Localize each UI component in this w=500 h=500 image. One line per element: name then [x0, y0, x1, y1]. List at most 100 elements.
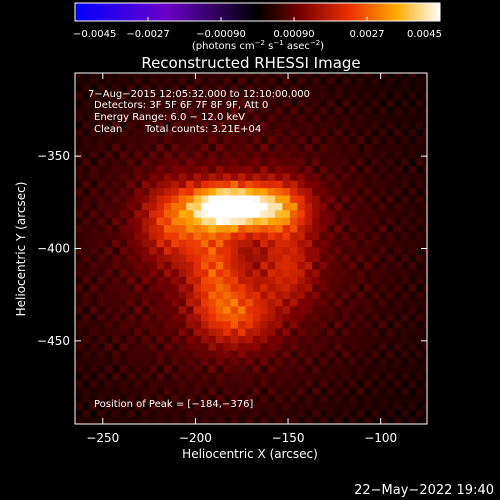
heatmap-cell [82, 246, 91, 255]
heatmap-cell [141, 357, 150, 366]
chart-title: Reconstructed RHESSI Image [141, 54, 360, 72]
heatmap-cell [415, 254, 424, 263]
heatmap-cell [223, 254, 232, 263]
heatmap-cell [371, 364, 380, 373]
heatmap-cell [275, 357, 284, 366]
heatmap-cell [104, 283, 113, 292]
heatmap-cell [289, 76, 298, 85]
heatmap-cell [252, 157, 261, 166]
y-axis-ticks: −350−400−450 [37, 149, 427, 348]
heatmap-cell [408, 113, 417, 122]
heatmap-cell [386, 364, 395, 373]
heatmap-cell [238, 394, 247, 403]
heatmap-cell [215, 76, 224, 85]
heatmap-cell [156, 224, 165, 233]
heatmap-cell [119, 268, 128, 277]
heatmap-cell [297, 357, 306, 366]
heatmap-cell [334, 305, 343, 314]
heatmap-cell [156, 342, 165, 351]
heatmap-cell [393, 224, 402, 233]
heatmap-cell [341, 73, 350, 78]
heatmap-cell [75, 121, 84, 130]
heatmap-cell [378, 276, 387, 285]
heatmap-cell [141, 320, 150, 329]
heatmap-cell [200, 350, 209, 359]
heatmap-cell [341, 357, 350, 366]
heatmap-cell [245, 150, 254, 159]
heatmap-cell [267, 254, 276, 263]
heatmap-cell [230, 298, 239, 307]
heatmap-cell [341, 372, 350, 381]
heatmap-cell [378, 320, 387, 329]
heatmap-cell [326, 357, 335, 366]
heatmap-cell [238, 224, 247, 233]
heatmap-cell [356, 76, 365, 85]
heatmap-cell [119, 135, 128, 144]
heatmap-cell [200, 305, 209, 314]
heatmap-cell [275, 387, 284, 396]
heatmap-cell [223, 224, 232, 233]
heatmap-cell [386, 150, 395, 159]
heatmap-cell [178, 157, 187, 166]
heatmap-cell [230, 143, 239, 152]
heatmap-cell [178, 73, 187, 78]
heatmap-cell [415, 409, 424, 418]
heatmap-cell [252, 98, 261, 107]
heatmap-cell [356, 327, 365, 336]
heatmap-cell [371, 224, 380, 233]
heatmap-cell [297, 335, 306, 344]
heatmap-cell [267, 401, 276, 410]
heatmap-cell [126, 84, 135, 93]
heatmap-cell [134, 194, 143, 203]
heatmap-cell [141, 254, 150, 263]
heatmap-cell [349, 394, 358, 403]
heatmap-cell [319, 409, 328, 418]
heatmap-cell [75, 298, 84, 307]
heatmap-cell [223, 128, 232, 137]
heatmap-cell [178, 409, 187, 418]
heatmap-cell [215, 409, 224, 418]
heatmap-cell [423, 106, 427, 115]
heatmap-cell [386, 135, 395, 144]
heatmap-cell [304, 224, 313, 233]
heatmap-cell [334, 357, 343, 366]
heatmap-cell [371, 194, 380, 203]
heatmap-cell [275, 261, 284, 270]
heatmap-cell [356, 224, 365, 233]
heatmap-cell [423, 313, 427, 322]
heatmap-cell [89, 313, 98, 322]
heatmap-cell [334, 290, 343, 299]
heatmap-cell [245, 128, 254, 137]
heatmap-cell [82, 327, 91, 336]
heatmap-cell [423, 254, 427, 263]
heatmap-cell [200, 335, 209, 344]
heatmap-cell [141, 128, 150, 137]
heatmap-cell [200, 106, 209, 115]
heatmap-cell [260, 350, 269, 359]
heatmap-cell [156, 364, 165, 373]
heatmap-cell [334, 394, 343, 403]
heatmap-cell [371, 379, 380, 388]
heatmap-cell [193, 276, 202, 285]
heatmap-cell [319, 364, 328, 373]
heatmap-cell [238, 150, 247, 159]
heatmap-cell [401, 357, 410, 366]
heatmap-cell [408, 379, 417, 388]
heatmap-cell [178, 254, 187, 263]
heatmap-cell [171, 372, 180, 381]
heatmap-cell [252, 335, 261, 344]
heatmap-cell [171, 217, 180, 226]
heatmap-cell [215, 254, 224, 263]
heatmap-cell [267, 98, 276, 107]
heatmap-cell [275, 298, 284, 307]
heatmap-cell [393, 261, 402, 270]
heatmap-cell [415, 224, 424, 233]
heatmap-cell [112, 305, 121, 314]
heatmap-cell [149, 157, 158, 166]
heatmap-cell [304, 327, 313, 336]
heatmap-cell [312, 254, 321, 263]
heatmap-cell [312, 246, 321, 255]
heatmap-cell [275, 276, 284, 285]
heatmap-cell [423, 409, 427, 418]
heatmap-cell [260, 364, 269, 373]
